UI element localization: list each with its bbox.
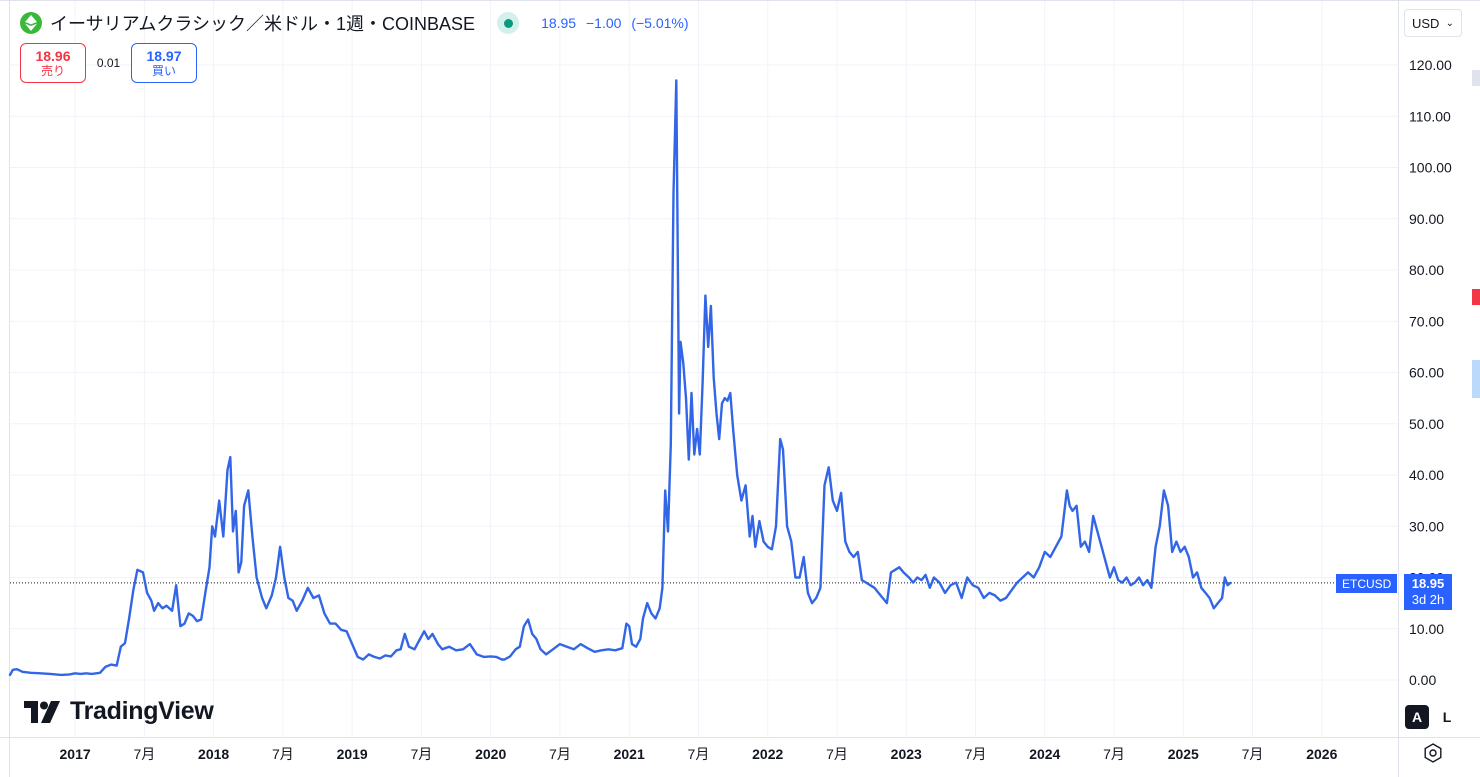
brand-name: TradingView <box>70 697 214 725</box>
y-tick-label: 50.00 <box>1409 416 1444 432</box>
bar-countdown: 3d 2h <box>1411 592 1445 607</box>
market-open-dot-icon <box>497 12 520 34</box>
log-scale-button[interactable]: L <box>1435 705 1459 729</box>
price-series-line <box>8 79 1232 677</box>
symbol-title[interactable]: イーサリアムクラシック／米ドル・1週・COINBASE <box>50 14 476 34</box>
buy-label: 買い <box>151 63 176 78</box>
y-tick-label: 60.00 <box>1409 365 1444 381</box>
x-tick-label: 7月 <box>1103 746 1125 762</box>
side-panel-edge <box>1472 360 1480 398</box>
last-price-label-value: 18.95 <box>1411 576 1445 591</box>
price-change-percent: (−5.01%) <box>631 15 689 31</box>
last-price-label: 18.95 3d 2h <box>1404 574 1452 610</box>
price-change: −1.00 <box>586 15 622 31</box>
y-tick-label: 10.00 <box>1409 621 1444 637</box>
chevron-down-icon: ⌄ <box>1445 17 1454 29</box>
y-tick-label: 30.00 <box>1409 518 1444 534</box>
currency-select[interactable]: USD ⌄ <box>1404 9 1462 37</box>
x-tick-label: 2019 <box>337 746 368 762</box>
tradingview-mark-icon <box>24 700 60 723</box>
currency-value: USD <box>1412 15 1440 31</box>
x-tick-label: 2026 <box>1306 746 1337 762</box>
plot-area <box>8 79 1398 677</box>
tradingview-logo[interactable]: TradingView <box>24 697 214 726</box>
auto-scale-button[interactable]: A <box>1405 705 1429 729</box>
side-panel-edge <box>1472 70 1480 86</box>
side-panel-edge <box>1472 289 1480 305</box>
x-tick-label: 2025 <box>1168 746 1199 762</box>
x-tick-label: 7月 <box>965 746 987 762</box>
y-tick-label: 40.00 <box>1409 467 1444 483</box>
x-tick-label: 2017 <box>60 746 91 762</box>
x-tick-label: 7月 <box>272 746 294 762</box>
y-tick-label: 90.00 <box>1409 211 1444 227</box>
trade-panel: 18.96 売り 0.01 18.97 買い <box>20 43 197 83</box>
last-price: 18.95 <box>541 15 577 31</box>
buy-button[interactable]: 18.97 買い <box>131 43 197 83</box>
buy-price: 18.97 <box>146 47 182 64</box>
x-tick-label: 7月 <box>688 746 710 762</box>
x-tick-label: 7月 <box>826 746 848 762</box>
y-tick-label: 80.00 <box>1409 262 1444 278</box>
x-tick-label: 7月 <box>549 746 571 762</box>
x-tick-label: 2022 <box>752 746 783 762</box>
chart-grid <box>10 0 1398 737</box>
etc-coin-icon[interactable] <box>20 12 42 34</box>
x-tick-label: 7月 <box>411 746 433 762</box>
gear-icon[interactable] <box>1420 740 1446 766</box>
x-tick-label: 2024 <box>1029 746 1060 762</box>
spread-value: 0.01 <box>96 56 121 70</box>
sell-label: 売り <box>40 63 65 78</box>
x-tick-label: 2023 <box>891 746 922 762</box>
last-quote: 18.95 −1.00 (−5.01%) <box>541 15 688 31</box>
sell-price: 18.96 <box>35 47 71 64</box>
y-tick-label: 70.00 <box>1409 313 1444 329</box>
x-tick-label: 2018 <box>198 746 229 762</box>
sell-button[interactable]: 18.96 売り <box>20 43 86 83</box>
x-tick-label: 7月 <box>133 746 155 762</box>
y-tick-label: 0.00 <box>1409 672 1436 688</box>
y-tick-label: 110.00 <box>1409 108 1451 124</box>
x-tick-label: 2020 <box>475 746 506 762</box>
x-tick-label: 7月 <box>1242 746 1264 762</box>
x-axis-labels: 2017 7月 2018 7月 2019 7月 2020 7月 2021 7月 2022 7月 2023… <box>60 746 1338 762</box>
x-tick-label: 2021 <box>614 746 645 762</box>
y-tick-label: 100.00 <box>1409 160 1452 176</box>
symbol-price-tag: ETCUSD <box>1336 574 1398 593</box>
y-tick-label: 120.00 <box>1409 57 1452 73</box>
symbol-legend: イーサリアムクラシック／米ドル・1週・COINBASE 18.95 −1.00 … <box>20 10 689 36</box>
